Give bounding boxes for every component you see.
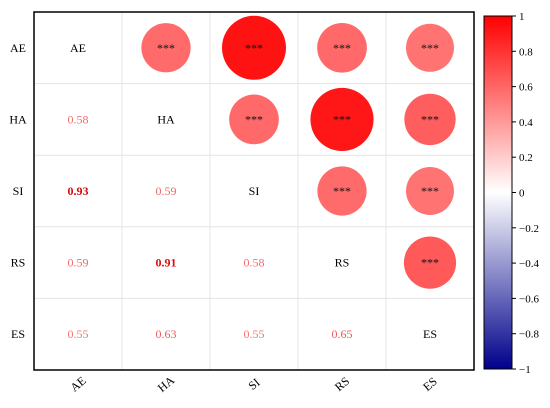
y-tick-label: HA bbox=[9, 112, 27, 126]
plot-frame bbox=[33, 11, 475, 371]
colorbar-tick-label: 0.8 bbox=[519, 46, 533, 58]
correlation-value-label: 0.55 bbox=[244, 327, 265, 341]
significance-label: *** bbox=[245, 112, 263, 126]
correlation-value-label: 0.91 bbox=[156, 256, 177, 270]
y-tick-label: AE bbox=[10, 41, 26, 55]
correlation-value-label: 0.58 bbox=[244, 256, 265, 270]
correlation-value-label: 0.58 bbox=[68, 112, 89, 126]
matrix-cells: AE *** *** *** *** 0.58 HA *** *** *** 0.93 0.59 SI *… bbox=[68, 15, 457, 341]
correlation-value-label: 0.55 bbox=[68, 327, 89, 341]
x-tick-label: HA bbox=[155, 373, 178, 395]
grid-lines bbox=[34, 12, 474, 370]
colorbar-tick-label: 1 bbox=[519, 11, 525, 23]
colorbar-tick-label: −0.8 bbox=[519, 329, 539, 341]
significance-label: *** bbox=[245, 41, 263, 55]
diagonal-label: HA bbox=[157, 112, 175, 126]
correlation-circle bbox=[317, 166, 367, 216]
significance-label: *** bbox=[421, 112, 439, 126]
significance-label: *** bbox=[421, 184, 439, 198]
correlation-value-label: 0.59 bbox=[156, 184, 177, 198]
colorbar-tick-label: −0.4 bbox=[519, 258, 539, 270]
colorbar-tick-label: 0.4 bbox=[519, 117, 533, 129]
x-tick-label: SI bbox=[245, 375, 262, 393]
correlation-circle bbox=[404, 93, 456, 146]
axis-labels: AE HA SI RS ES AE HA SI RS ES bbox=[9, 41, 440, 395]
colorbar-gradient bbox=[483, 15, 513, 370]
correlation-circle bbox=[406, 167, 454, 215]
correlation-circle bbox=[317, 22, 367, 73]
colorbar-tick-label: −1 bbox=[519, 364, 531, 376]
significance-label: *** bbox=[157, 41, 175, 55]
y-tick-label: RS bbox=[11, 256, 26, 270]
colorbar-tick-label: 0.2 bbox=[519, 152, 533, 164]
significance-label: *** bbox=[333, 41, 351, 55]
colorbar-tick-label: 0 bbox=[519, 188, 525, 200]
y-tick-label: SI bbox=[13, 184, 24, 198]
correlation-value-label: 0.59 bbox=[68, 256, 89, 270]
correlation-circle bbox=[141, 23, 191, 73]
y-tick-label: ES bbox=[11, 327, 25, 341]
correlation-value-label: 0.65 bbox=[332, 327, 353, 341]
correlation-circle bbox=[310, 87, 374, 151]
correlation-value-label: 0.93 bbox=[68, 184, 89, 198]
correlation-circle bbox=[222, 15, 286, 80]
correlation-circle bbox=[406, 23, 454, 72]
diagonal-label: RS bbox=[335, 256, 350, 270]
colorbar: 1 0.8 0.6 0.4 0.2 0 −0.2 −0.4 −0.6 −0.8 −1 bbox=[483, 11, 539, 376]
x-tick-label: AE bbox=[67, 373, 88, 394]
x-tick-label: ES bbox=[420, 374, 440, 394]
diagonal-label: SI bbox=[249, 184, 260, 198]
correlation-value-label: 0.63 bbox=[156, 327, 177, 341]
colorbar-tick-label: 0.6 bbox=[519, 82, 533, 94]
significance-label: *** bbox=[421, 256, 439, 270]
diagonal-label: AE bbox=[70, 41, 86, 55]
significance-label: *** bbox=[421, 41, 439, 55]
colorbar-tick-label: −0.2 bbox=[519, 223, 539, 235]
significance-label: *** bbox=[333, 112, 351, 126]
x-tick-label: RS bbox=[332, 374, 352, 394]
correlation-circle bbox=[229, 94, 279, 145]
correlation-circle bbox=[403, 236, 457, 289]
diagonal-label: ES bbox=[423, 327, 437, 341]
significance-label: *** bbox=[333, 184, 351, 198]
colorbar-tick-label: −0.6 bbox=[519, 293, 539, 305]
